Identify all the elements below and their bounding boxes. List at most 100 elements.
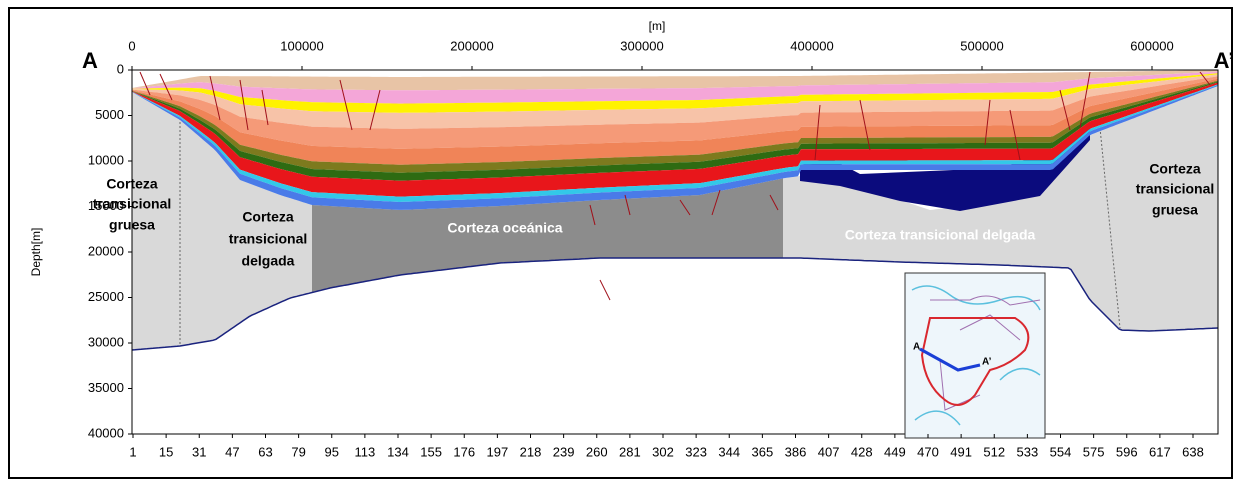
top-tick-label: 600000 [1130,38,1173,53]
depth-tick-label: 25000 [88,289,124,304]
fault [339,79,353,131]
station-label: 407 [818,444,840,459]
station-label: 638 [1182,444,1204,459]
region-label: Corteza oceánica [447,220,562,236]
fault [239,79,249,131]
station-label: 302 [652,444,674,459]
station-label: 95 [325,444,339,459]
geology [131,70,1219,351]
region-label: Corteza transicional delgada [845,227,1036,243]
inset-map: A A’ [904,272,1046,439]
inset-end-label: A’ [982,357,992,368]
navy-body [800,128,1090,211]
fault [589,204,596,226]
depth-tick-label: 35000 [88,380,124,395]
station-label: 239 [553,444,575,459]
fault [859,99,871,151]
fault [139,71,151,96]
top-tick-label: 500000 [960,38,1003,53]
depth-tick-label: 15000 [88,198,124,213]
region-label: transicional [1136,181,1215,197]
station-label: 260 [586,444,608,459]
top-tick-label: 0 [128,38,135,53]
station-label: 79 [291,444,305,459]
depth-tick-label: 5000 [95,107,124,122]
station-label: 470 [917,444,939,459]
start-label: A [82,48,98,73]
fault [159,73,173,101]
station-label: 1 [129,444,136,459]
fault [814,104,821,161]
depth-tick-label: 40000 [88,425,124,440]
region-label: Corteza [106,176,158,192]
station-label: 281 [619,444,641,459]
station-label: 323 [685,444,707,459]
station-label: 47 [225,444,239,459]
station-label: 176 [453,444,475,459]
region-label: delgada [242,253,295,269]
sediment-layer [132,74,1218,129]
inset-area [920,317,1030,406]
x-unit: [m] [649,19,666,33]
fault [1059,89,1071,131]
station-label: 197 [487,444,509,459]
station-label: 512 [983,444,1005,459]
depth-tick-label: 10000 [88,152,124,167]
station-label: 386 [785,444,807,459]
inset-start-label: A [913,342,920,353]
fault [984,99,991,146]
sediment-layer [132,78,1218,165]
station-label: 63 [258,444,272,459]
end-label: A’ [1214,48,1235,73]
moho [131,257,1219,351]
station-label: 428 [851,444,873,459]
station-label: 449 [884,444,906,459]
inset-coast [911,285,1041,426]
station-label: 344 [718,444,740,459]
station-label: 365 [752,444,774,459]
fault [1079,71,1091,129]
fault [769,194,779,211]
region-label: transicional [93,196,172,212]
sediment-layer [132,82,1218,197]
station-label: 155 [420,444,442,459]
depth-tick-label: 0 [117,61,124,76]
depth-tick-label: 30000 [88,334,124,349]
region-label: gruesa [109,217,155,233]
crust-boundary [1099,127,1121,329]
top-tick-label: 400000 [790,38,833,53]
station-label: 15 [159,444,173,459]
station-label: 554 [1050,444,1072,459]
station-label: 596 [1116,444,1138,459]
depth-tick-label: 20000 [88,243,124,258]
station-label: 31 [192,444,206,459]
top-tick-label: 100000 [280,38,323,53]
inset-profile [919,347,981,372]
top-tick-label: 300000 [620,38,663,53]
station-label: 134 [387,444,409,459]
station-label: 218 [520,444,542,459]
sediment-layer [132,76,1218,149]
station-label: 617 [1149,444,1171,459]
fault [599,279,611,301]
sediment-layer [132,71,1218,104]
sediment-layer [132,70,1218,91]
region-label: Corteza [1149,161,1201,177]
fault [679,199,691,216]
station-label: 113 [355,444,376,459]
inset-frame [904,272,1046,439]
station-label: 491 [950,444,972,459]
sediment-layer [132,73,1218,113]
fault [711,189,721,216]
fault [369,89,381,131]
top-tick-label: 200000 [450,38,493,53]
fault [624,194,631,216]
fault [1199,71,1211,86]
fault [1009,109,1021,161]
station-label: 533 [1017,444,1039,459]
region-label: transicional [229,231,308,247]
oceanic-crust [312,178,783,293]
y-label: Depth[m] [29,228,43,277]
region-label: Corteza [242,209,294,225]
